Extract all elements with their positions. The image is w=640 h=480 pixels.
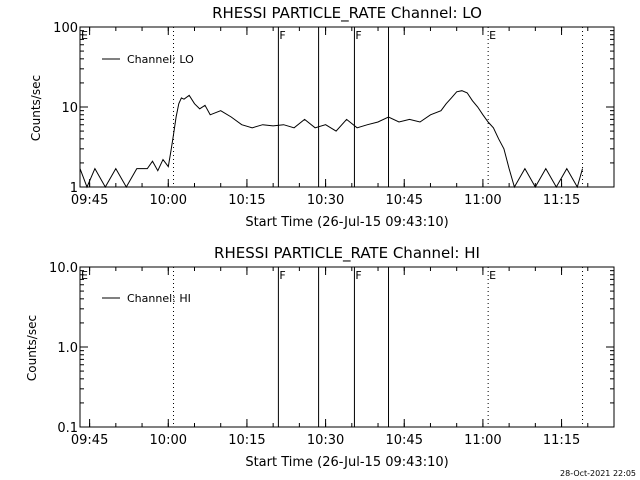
flag-marker-f: F bbox=[279, 29, 285, 42]
y-tick-label: 10.0 bbox=[49, 261, 78, 276]
x-tick-label: 10:15 bbox=[228, 433, 265, 448]
x-tick-label: 10:00 bbox=[150, 433, 187, 448]
chart-title: RHESSI PARTICLE_RATE Channel: HI bbox=[214, 244, 480, 263]
legend-label: Channel: LO bbox=[127, 53, 194, 66]
x-tick-label: 11:15 bbox=[543, 193, 580, 208]
panel-lo: RHESSI PARTICLE_RATE Channel: LO Start T… bbox=[29, 4, 615, 230]
flag-marker-f: F bbox=[279, 269, 285, 282]
panel-hi: RHESSI PARTICLE_RATE Channel: HI Start T… bbox=[25, 244, 615, 470]
plot-frame bbox=[79, 26, 615, 188]
x-tick-label: 10:30 bbox=[307, 193, 344, 208]
series-line-channel-lo bbox=[79, 90, 583, 189]
x-axis-label: Start Time (26-Jul-15 09:43:10) bbox=[245, 215, 448, 230]
flag-marker-f: F bbox=[355, 269, 361, 282]
y-tick-label: 0.1 bbox=[57, 421, 78, 436]
timestamp-label: 28-Oct-2021 22:05 bbox=[560, 469, 636, 478]
y-axis-label: Counts/sec bbox=[25, 315, 39, 381]
y-tick-label: 100 bbox=[53, 21, 78, 36]
x-tick-label: 10:45 bbox=[386, 433, 423, 448]
x-tick-label: 09:45 bbox=[71, 433, 108, 448]
y-tick-label: 10 bbox=[61, 101, 78, 116]
y-tick-label: 1 bbox=[70, 181, 78, 196]
x-tick-label: 10:30 bbox=[307, 433, 344, 448]
chart-title: RHESSI PARTICLE_RATE Channel: LO bbox=[212, 4, 482, 23]
flag-marker-e: E bbox=[489, 269, 496, 282]
x-tick-label: 11:00 bbox=[464, 433, 501, 448]
x-tick-label: 09:45 bbox=[71, 193, 108, 208]
x-tick-label: 10:00 bbox=[150, 193, 187, 208]
x-tick-label: 10:45 bbox=[386, 193, 423, 208]
flag-marker-e: E bbox=[81, 29, 88, 42]
legend-label: Channel: HI bbox=[127, 292, 191, 305]
x-tick-label: 11:15 bbox=[543, 433, 580, 448]
flag-marker-e: E bbox=[81, 269, 88, 282]
flag-marker-e: E bbox=[489, 29, 496, 42]
y-tick-label: 1.0 bbox=[57, 341, 78, 356]
x-tick-label: 11:00 bbox=[464, 193, 501, 208]
x-axis-label: Start Time (26-Jul-15 09:43:10) bbox=[245, 455, 448, 470]
x-tick-label: 10:15 bbox=[228, 193, 265, 208]
plot-frame bbox=[79, 266, 615, 428]
y-axis-label: Counts/sec bbox=[29, 75, 43, 141]
flag-marker-f: F bbox=[355, 29, 361, 42]
